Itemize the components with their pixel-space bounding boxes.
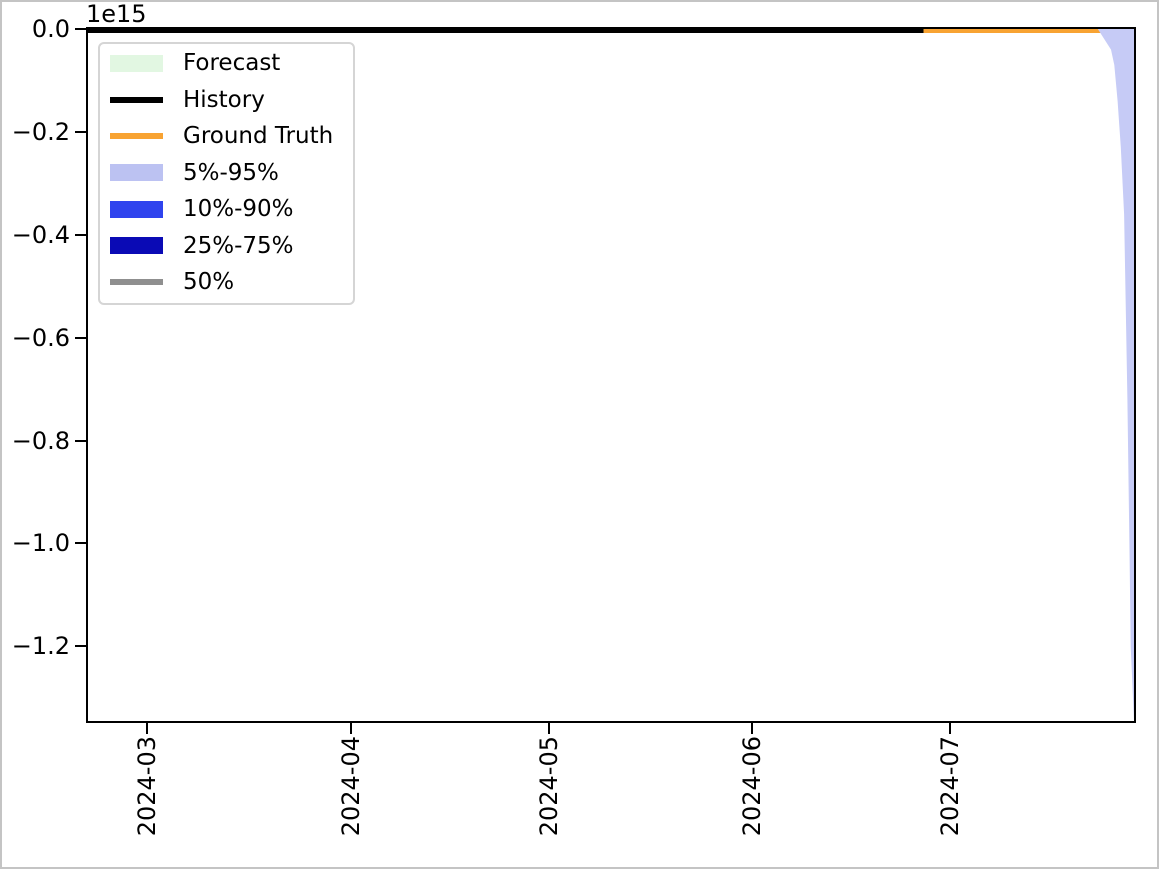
series-canvas [88, 29, 1134, 721]
y-tick-mark [75, 542, 86, 545]
y-tick-label: −1.2 [11, 632, 70, 661]
x-tick-mark [350, 723, 353, 734]
x-tick-label: 2024-05 [534, 736, 563, 837]
x-tick-label: 2024-07 [935, 736, 964, 837]
legend: Forecast History Ground Truth 5%-95% 10%-90%… [98, 42, 355, 305]
legend-row: 5%-95% [110, 155, 353, 192]
x-tick-label: 2024-04 [337, 736, 366, 837]
y-tick-mark [75, 130, 86, 133]
y-tick-mark [75, 28, 86, 30]
legend-label: History [183, 86, 265, 113]
legend-row: Forecast [110, 45, 353, 82]
x-tick-mark [547, 723, 550, 734]
legend-label: 25%-75% [183, 232, 294, 259]
legend-label: 10%-90% [183, 196, 294, 223]
y-tick-label: −0.4 [11, 220, 70, 249]
band-5-95- [1097, 29, 1134, 721]
y-tick-mark [75, 336, 86, 339]
y-tick-mark [75, 233, 86, 236]
y-tick-mark [75, 439, 86, 442]
y-tick-mark [75, 645, 86, 648]
legend-row: 50% [110, 264, 353, 301]
legend-row: 10%-90% [110, 191, 353, 228]
y-tick-label: −0.8 [11, 426, 70, 455]
legend-label: 50% [183, 269, 235, 296]
x-tick-mark [146, 723, 149, 734]
legend-swatch-25-75- [110, 237, 163, 255]
x-tick-mark [948, 723, 951, 734]
legend-swatch-forecast [110, 54, 163, 72]
legend-row: 25%-75% [110, 228, 353, 265]
y-tick-label: −0.6 [11, 323, 70, 352]
y-tick-label: −0.2 [11, 117, 70, 146]
legend-swatch-50- [110, 279, 163, 286]
x-tick-mark [751, 723, 754, 734]
y-tick-label: −1.0 [11, 529, 70, 558]
legend-swatch-ground-truth [110, 133, 163, 140]
y-tick-label: 0.0 [31, 15, 70, 43]
legend-row: History [110, 82, 353, 119]
legend-swatch-history [110, 96, 163, 103]
legend-label: Forecast [183, 50, 281, 77]
legend-row: Ground Truth [110, 118, 353, 155]
legend-label: Ground Truth [183, 123, 334, 150]
x-tick-label: 2024-06 [738, 736, 767, 837]
legend-swatch-10-90- [110, 200, 163, 218]
legend-swatch-5-95- [110, 164, 163, 182]
x-tick-label: 2024-03 [133, 736, 162, 837]
y-axis-offset-label: 1e15 [86, 0, 147, 28]
legend-label: 5%-95% [183, 159, 279, 186]
